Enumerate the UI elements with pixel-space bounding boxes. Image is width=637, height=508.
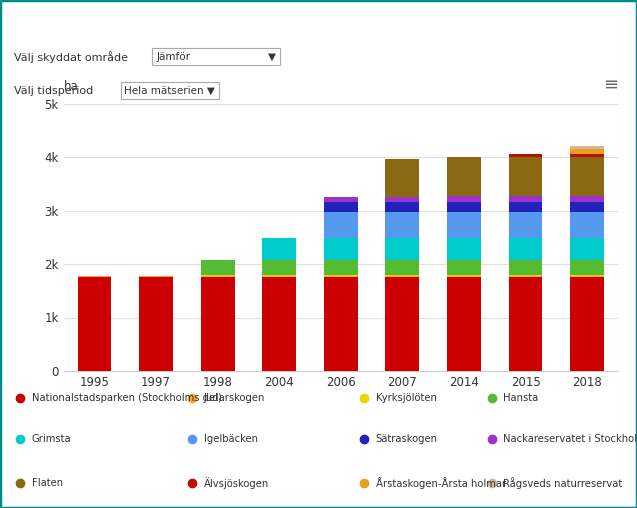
Bar [570, 261, 604, 275]
Text: ha: ha [64, 80, 78, 93]
Text: Årstaskogen-Årsta holmar: Årstaskogen-Årsta holmar [376, 478, 506, 489]
Bar [508, 154, 543, 157]
Bar [508, 212, 543, 238]
Text: Sätraskogen: Sätraskogen [376, 434, 438, 444]
Text: Nationalstadsparken (Stockholms del): Nationalstadsparken (Stockholms del) [32, 393, 222, 403]
Bar [570, 157, 604, 196]
Bar [447, 157, 481, 197]
Bar [385, 202, 419, 212]
Bar [201, 276, 234, 277]
Bar [447, 276, 481, 277]
Bar [570, 277, 604, 371]
Bar [262, 238, 296, 261]
Bar [139, 277, 173, 371]
Bar [324, 212, 358, 238]
Bar [508, 157, 543, 196]
Text: Hansta: Hansta [503, 393, 538, 403]
Bar [324, 276, 358, 277]
Bar [324, 277, 358, 371]
Bar [570, 154, 604, 157]
Text: Kyrksjölöten: Kyrksjölöten [376, 393, 437, 403]
Bar [570, 146, 604, 149]
Bar [570, 275, 604, 276]
Bar [508, 261, 543, 275]
Bar [324, 198, 358, 202]
Text: Igelbäcken: Igelbäcken [204, 434, 258, 444]
Bar [508, 276, 543, 277]
Bar [570, 276, 604, 277]
Text: ≡: ≡ [603, 76, 618, 93]
Bar [139, 276, 173, 277]
Bar [508, 196, 543, 202]
Bar [385, 198, 419, 202]
Text: Jämför                        ▼: Jämför ▼ [156, 52, 276, 61]
Bar [447, 212, 481, 238]
Bar [385, 276, 419, 277]
Bar [385, 212, 419, 238]
Bar [385, 158, 419, 198]
Bar [262, 275, 296, 276]
Bar [201, 275, 234, 276]
Bar [385, 277, 419, 371]
Text: Area skyddad naturmark (enligt Miljöbalken): Area skyddad naturmark (enligt Miljöbalk… [8, 14, 380, 29]
Bar [385, 261, 419, 275]
Bar [570, 212, 604, 238]
Bar [447, 238, 481, 261]
Bar [447, 275, 481, 276]
Bar [262, 276, 296, 277]
Bar [447, 277, 481, 371]
Text: Rågsveds naturreservat: Rågsveds naturreservat [503, 478, 622, 489]
Bar [508, 238, 543, 261]
Bar [508, 202, 543, 212]
Bar [447, 202, 481, 212]
Text: Välj skyddat område: Välj skyddat område [14, 51, 128, 62]
Bar [385, 275, 419, 276]
Bar [324, 202, 358, 212]
Text: Judarskogen: Judarskogen [204, 393, 265, 403]
Bar [385, 238, 419, 261]
Bar [78, 276, 111, 277]
Text: Hela mätserien ▼: Hela mätserien ▼ [124, 86, 215, 96]
Text: Välj tidsperiod: Välj tidsperiod [14, 86, 93, 96]
Bar [324, 261, 358, 275]
Bar [78, 277, 111, 371]
Bar [324, 238, 358, 261]
Bar [570, 149, 604, 154]
Bar [262, 261, 296, 275]
Bar [324, 275, 358, 276]
Bar [570, 238, 604, 261]
Bar [447, 261, 481, 275]
Bar [508, 275, 543, 276]
Bar [201, 277, 234, 371]
Text: Flaten: Flaten [32, 479, 63, 488]
Bar [508, 277, 543, 371]
Text: Grimsta: Grimsta [32, 434, 71, 444]
Bar [570, 196, 604, 202]
Text: Älvsjöskogen: Älvsjöskogen [204, 478, 269, 489]
Text: Nackareservatet i Stockholm: Nackareservatet i Stockholm [503, 434, 637, 444]
Bar [570, 202, 604, 212]
Bar [201, 261, 234, 275]
Bar [262, 277, 296, 371]
Bar [447, 197, 481, 202]
